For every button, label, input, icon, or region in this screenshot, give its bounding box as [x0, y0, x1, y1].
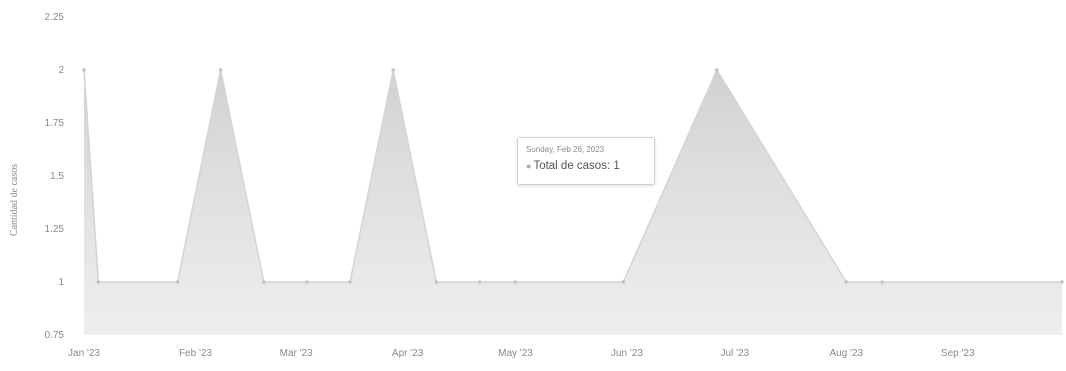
y-axis: 0.75 1 1.25 1.5 1.75 2 2.25: [45, 12, 65, 341]
x-tick-label: Aug '23: [829, 348, 863, 359]
y-tick-label: 1: [58, 277, 64, 288]
data-point[interactable]: [715, 68, 719, 72]
x-tick-label: Mar '23: [280, 348, 313, 359]
series-line: [83, 68, 1062, 283]
data-point[interactable]: [880, 280, 885, 284]
data-point[interactable]: [477, 280, 482, 284]
x-tick-label: Apr '23: [392, 348, 424, 359]
x-tick-label: Sep '23: [941, 348, 975, 359]
tooltip-series-label: Total de casos: [533, 160, 607, 172]
data-point[interactable]: [218, 68, 223, 72]
series-marker-icon: ●: [526, 161, 532, 171]
x-tick-label: Jun '23: [611, 348, 643, 359]
x-tick-label: Jul '23: [721, 348, 750, 359]
y-tick-label: 1.25: [45, 224, 65, 235]
data-point[interactable]: [348, 280, 352, 284]
y-tick-label: 1.5: [50, 171, 64, 182]
x-tick-label: Feb '23: [179, 348, 212, 359]
data-point[interactable]: [1060, 280, 1064, 284]
data-point[interactable]: [621, 280, 626, 284]
data-point[interactable]: [261, 280, 266, 284]
series-area: [84, 70, 1062, 335]
y-tick-label: 2: [58, 65, 64, 76]
data-point[interactable]: [96, 280, 101, 284]
y-tick-label: 2.25: [45, 12, 65, 23]
y-tick-label: 1.75: [45, 118, 65, 129]
data-point[interactable]: [305, 280, 309, 284]
data-point[interactable]: [175, 280, 180, 284]
tooltip: Sunday, Feb 26, 2023 ● Total de casos: 1: [517, 137, 655, 185]
data-point[interactable]: [513, 280, 518, 284]
series-area-layer: [82, 68, 1064, 335]
tooltip-row: ● Total de casos: 1: [526, 160, 620, 172]
y-tick-label: 0.75: [45, 330, 65, 341]
x-tick-label: Jan '23: [68, 348, 100, 359]
data-point[interactable]: [434, 280, 439, 284]
tooltip-header: Sunday, Feb 26, 2023: [526, 145, 605, 154]
x-axis: Jan '23 Feb '23 Mar '23 Apr '23 May '23 Jun '…: [68, 348, 975, 359]
data-point[interactable]: [844, 280, 849, 284]
tooltip-value: 1: [613, 160, 620, 172]
data-point[interactable]: [391, 68, 396, 72]
x-tick-label: May '23: [498, 348, 533, 359]
data-point[interactable]: [82, 68, 86, 72]
y-axis-title: Cantidad de casos: [9, 164, 20, 236]
